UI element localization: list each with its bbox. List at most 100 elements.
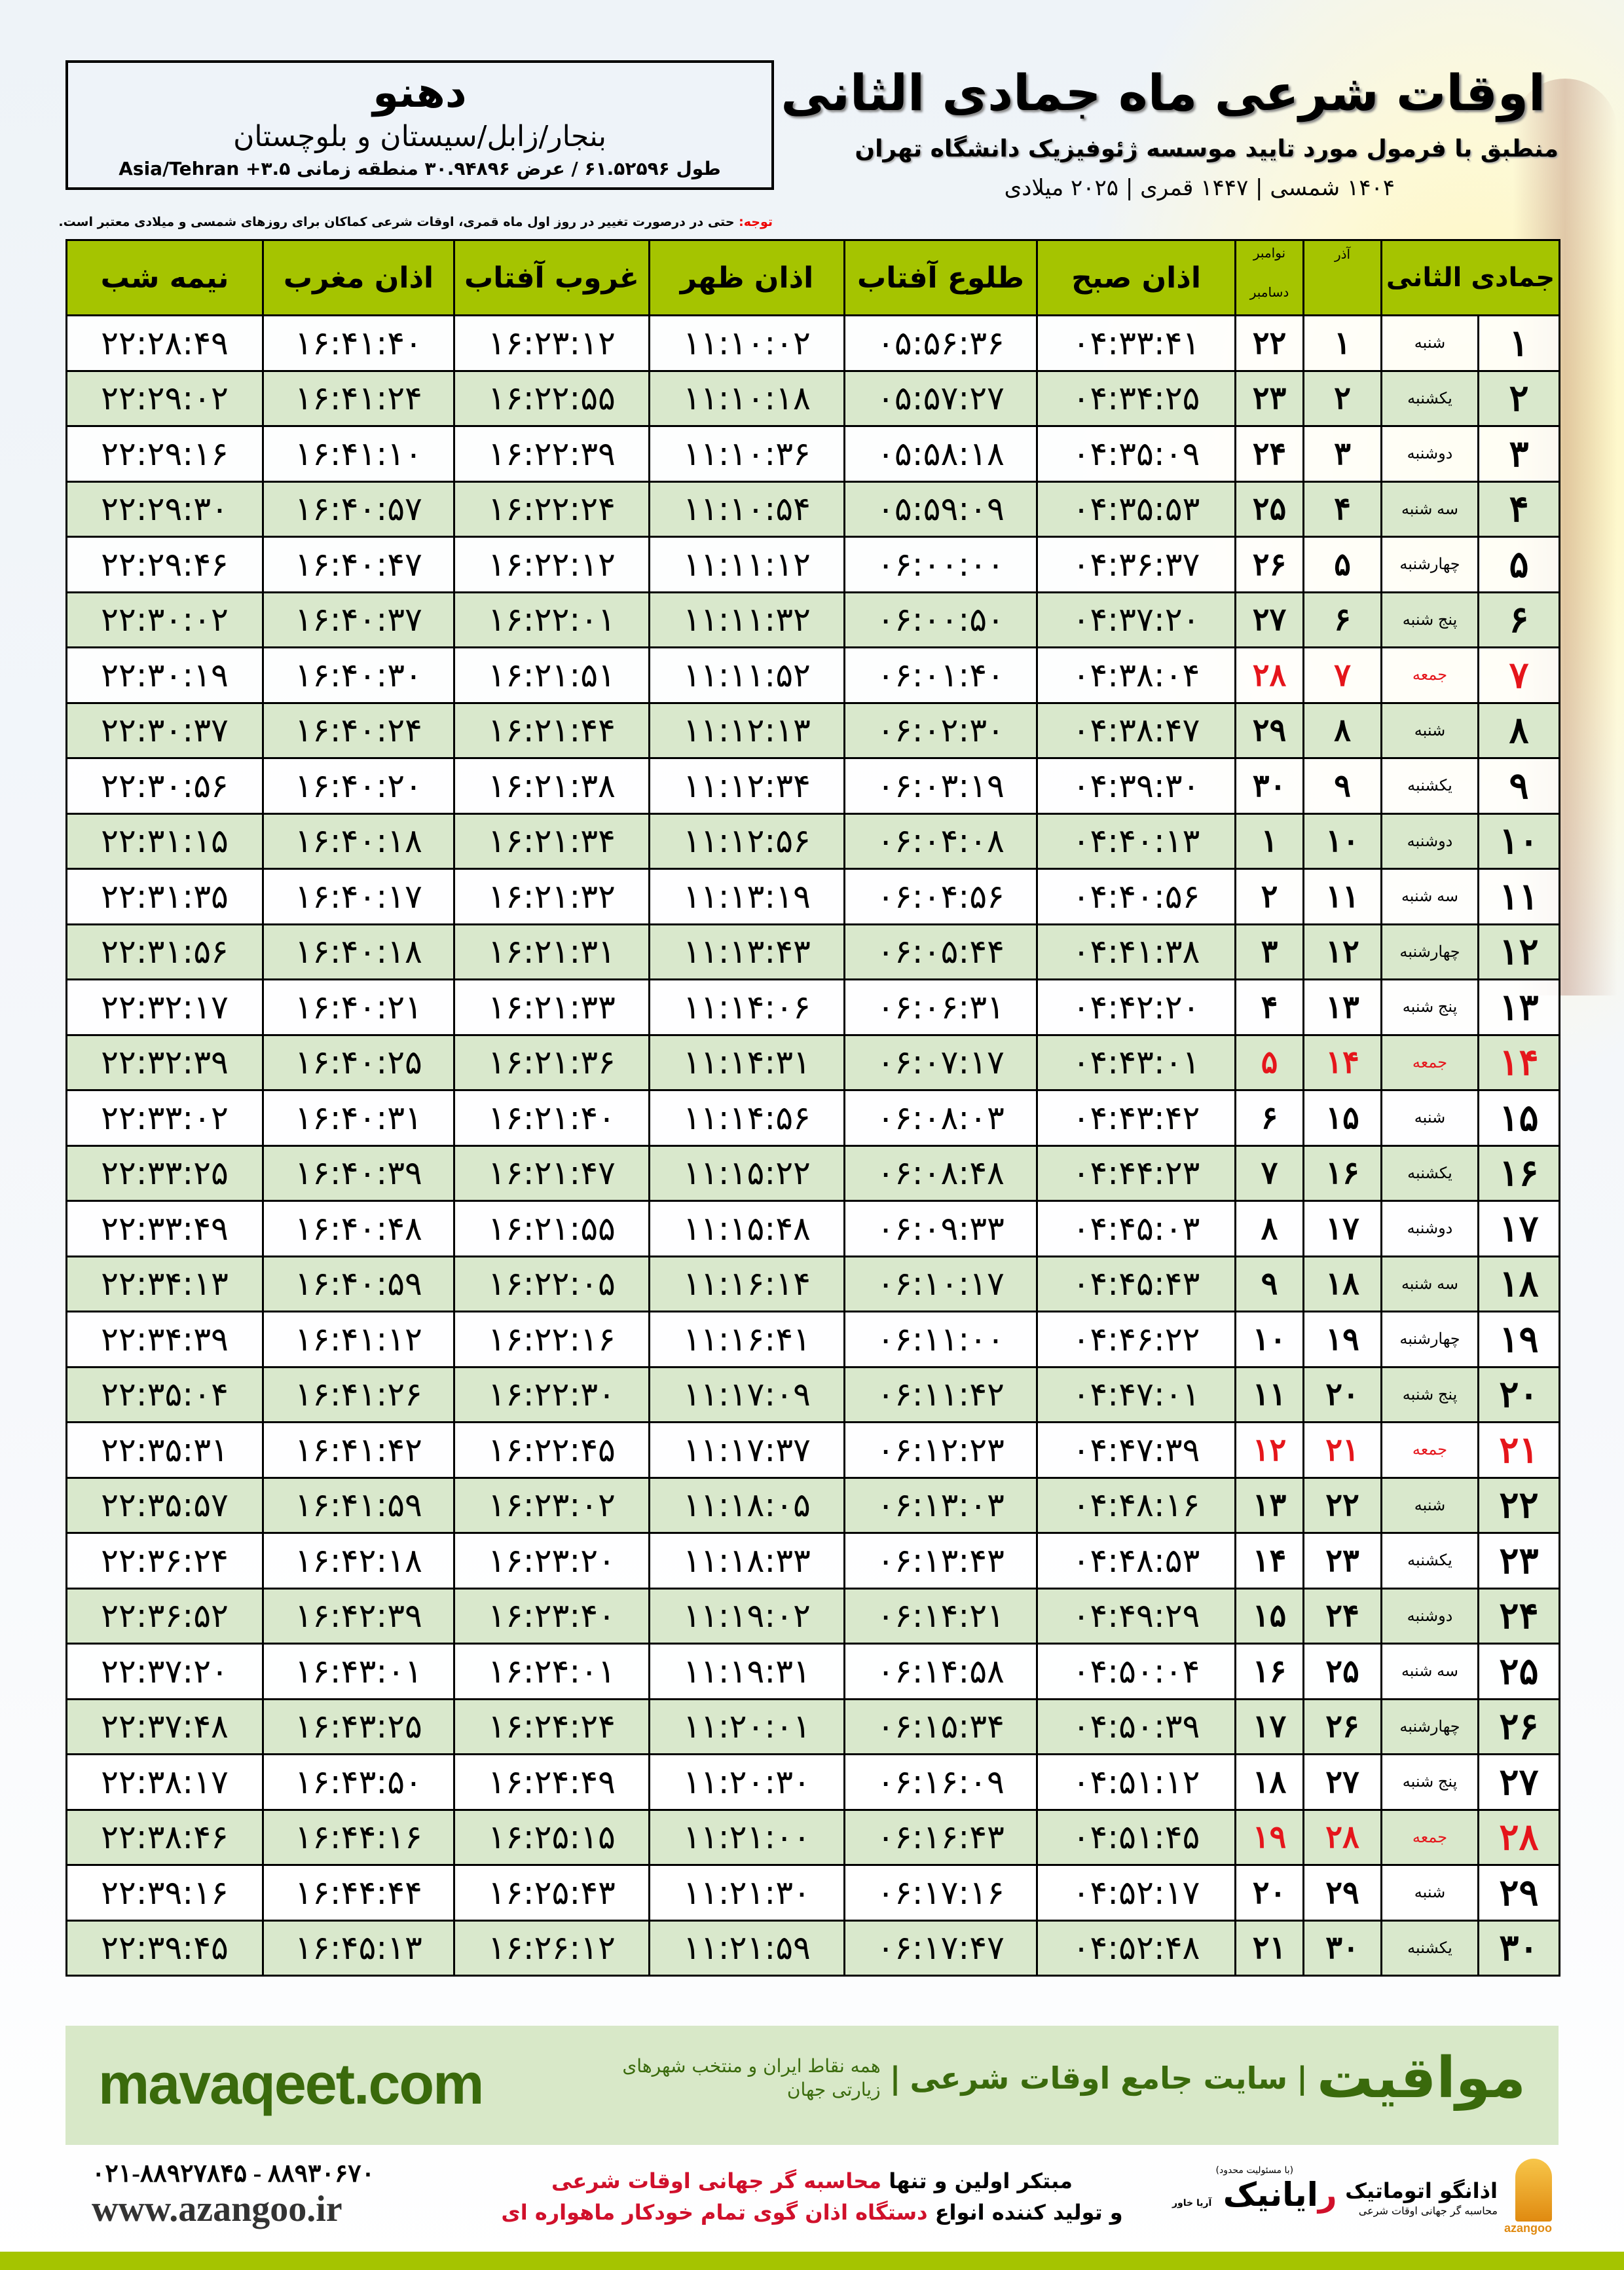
azar-day: ۱۷ bbox=[1302, 1200, 1382, 1257]
nimeshab-time: ۲۲:۲۹:۴۶ bbox=[65, 536, 264, 593]
ghorub-time: ۱۶:۲۲:۲۴ bbox=[453, 480, 650, 538]
sobh-time: ۰۴:۴۵:۴۳ bbox=[1036, 1255, 1236, 1312]
table-row: ۱۳ پنج شنبه ۱۳ ۴ ۰۴:۴۲:۲۰ ۰۶:۰۶:۳۱ ۱۱:۱۴:۰۶ ۱۶:… bbox=[65, 978, 1560, 1036]
nimeshab-time: ۲۲:۳۹:۱۶ bbox=[65, 1864, 264, 1922]
ghorub-time: ۱۶:۲۱:۴۷ bbox=[453, 1144, 650, 1202]
sobh-time: ۰۴:۳۷:۲۰ bbox=[1036, 591, 1236, 648]
maghreb-time: ۱۶:۴۰:۴۷ bbox=[262, 536, 455, 593]
zohr-time: ۱۱:۱۹:۳۱ bbox=[648, 1643, 845, 1700]
weekday: پنج شنبه bbox=[1380, 1366, 1479, 1423]
zohr-time: ۱۱:۱۸:۰۵ bbox=[648, 1476, 845, 1534]
sobh-time: ۰۴:۴۷:۰۱ bbox=[1036, 1366, 1236, 1423]
weekday: پنج شنبه bbox=[1380, 978, 1479, 1036]
zohr-time: ۱۱:۱۰:۰۲ bbox=[648, 314, 845, 372]
hijri-day: ۱۱ bbox=[1477, 868, 1560, 925]
weekday: سه شنبه bbox=[1380, 1255, 1479, 1312]
zohr-time: ۱۱:۱۳:۱۹ bbox=[648, 868, 845, 925]
gregorian-day: ۱۱ bbox=[1234, 1366, 1304, 1423]
maghreb-time: ۱۶:۴۳:۵۰ bbox=[262, 1753, 455, 1811]
zohr-time: ۱۱:۱۱:۳۲ bbox=[648, 591, 845, 648]
azar-day: ۱۳ bbox=[1302, 978, 1382, 1036]
azangoo-website[interactable]: www.azangoo.ir bbox=[92, 2189, 342, 2229]
weekday: جمعه bbox=[1380, 1808, 1479, 1866]
hijri-day: ۲۲ bbox=[1477, 1476, 1560, 1534]
azar-day: ۱ bbox=[1302, 314, 1382, 372]
gregorian-day: ۲۴ bbox=[1234, 425, 1304, 483]
azangoo-sub: محاسبه گر جهانی اوقات شرعی bbox=[1358, 2205, 1498, 2217]
hijri-day: ۹ bbox=[1477, 757, 1560, 815]
gregorian-day: ۱ bbox=[1234, 812, 1304, 870]
sponsor-tagline: مبتکر اولین و تنها محاسبه گر جهانی اوقات… bbox=[485, 2165, 1139, 2228]
zohr-time: ۱۱:۱۶:۴۱ bbox=[648, 1311, 845, 1368]
gregorian-day: ۲۱ bbox=[1234, 1919, 1304, 1977]
zohr-time: ۱۱:۱۲:۵۶ bbox=[648, 812, 845, 870]
gregorian-day: ۳۰ bbox=[1234, 757, 1304, 815]
hijri-day: ۱۸ bbox=[1477, 1255, 1560, 1312]
weekday: دوشنبه bbox=[1380, 1587, 1479, 1645]
azangoo-logo: azangoo اذانگو اتوماتیک محاسبه گر جهانی ا… bbox=[1345, 2159, 1552, 2235]
sobh-time: ۰۴:۴۸:۱۶ bbox=[1036, 1476, 1236, 1534]
weekday: چهارشنبه bbox=[1380, 1311, 1479, 1368]
header-hijri: جمادی الثانی bbox=[1380, 239, 1560, 316]
sobh-time: ۰۴:۳۵:۵۳ bbox=[1036, 480, 1236, 538]
gregorian-day: ۲۳ bbox=[1234, 369, 1304, 427]
azar-day: ۲۰ bbox=[1302, 1366, 1382, 1423]
maghreb-time: ۱۶:۴۰:۲۰ bbox=[262, 757, 455, 815]
rayanik-r: ر bbox=[1318, 2176, 1337, 2214]
zohr-time: ۱۱:۱۴:۰۶ bbox=[648, 978, 845, 1036]
zohr-time: ۱۱:۲۰:۳۰ bbox=[648, 1753, 845, 1811]
azar-day: ۷ bbox=[1302, 646, 1382, 704]
table-row: ۱۸ سه شنبه ۱۸ ۹ ۰۴:۴۵:۴۳ ۰۶:۱۰:۱۷ ۱۱:۱۶:۱۴ ۱۶:۲… bbox=[65, 1255, 1560, 1312]
maghreb-time: ۱۶:۴۴:۴۴ bbox=[262, 1864, 455, 1922]
mavaqeet-url[interactable]: mavaqeet.com bbox=[98, 2051, 484, 2116]
sobh-time: ۰۴:۴۳:۴۲ bbox=[1036, 1089, 1236, 1147]
table-row: ۹ یکشنبه ۹ ۳۰ ۰۴:۳۹:۳۰ ۰۶:۰۳:۱۹ ۱۱:۱۲:۳۴ ۱۶:۲۱:… bbox=[65, 757, 1560, 815]
sobh-time: ۰۴:۵۲:۴۸ bbox=[1036, 1919, 1236, 1977]
zohr-time: ۱۱:۱۷:۳۷ bbox=[648, 1421, 845, 1479]
weekday: چهارشنبه bbox=[1380, 536, 1479, 593]
nimeshab-time: ۲۲:۳۵:۵۷ bbox=[65, 1476, 264, 1534]
ghorub-time: ۱۶:۲۵:۴۳ bbox=[453, 1864, 650, 1922]
weekday: چهارشنبه bbox=[1380, 923, 1479, 980]
hijri-day: ۲۷ bbox=[1477, 1753, 1560, 1811]
ghorub-time: ۱۶:۲۴:۴۹ bbox=[453, 1753, 650, 1811]
maghreb-time: ۱۶:۴۰:۱۸ bbox=[262, 812, 455, 870]
maghreb-time: ۱۶:۴۰:۳۹ bbox=[262, 1144, 455, 1202]
gregorian-day: ۲۲ bbox=[1234, 314, 1304, 372]
hijri-day: ۲۵ bbox=[1477, 1643, 1560, 1700]
table-row: ۴ سه شنبه ۴ ۲۵ ۰۴:۳۵:۵۳ ۰۵:۵۹:۰۹ ۱۱:۱۰:۵۴ ۱۶:۲۲… bbox=[65, 480, 1560, 538]
weekday: یکشنبه bbox=[1380, 369, 1479, 427]
maghreb-time: ۱۶:۴۲:۱۸ bbox=[262, 1532, 455, 1590]
table-row: ۲۱ جمعه ۲۱ ۱۲ ۰۴:۴۷:۳۹ ۰۶:۱۲:۲۳ ۱۱:۱۷:۳۷ ۱۶:۲۲:… bbox=[65, 1421, 1560, 1479]
nimeshab-time: ۲۲:۳۳:۴۹ bbox=[65, 1200, 264, 1257]
nimeshab-time: ۲۲:۳۱:۱۵ bbox=[65, 812, 264, 870]
zohr-time: ۱۱:۱۷:۰۹ bbox=[648, 1366, 845, 1423]
ghorub-time: ۱۶:۲۲:۳۰ bbox=[453, 1366, 650, 1423]
nimeshab-time: ۲۲:۳۶:۵۲ bbox=[65, 1587, 264, 1645]
table-row: ۲۵ سه شنبه ۲۵ ۱۶ ۰۴:۵۰:۰۴ ۰۶:۱۴:۵۸ ۱۱:۱۹:۳۱ ۱۶:… bbox=[65, 1643, 1560, 1700]
zohr-time: ۱۱:۲۱:۰۰ bbox=[648, 1808, 845, 1866]
gregorian-day: ۲۵ bbox=[1234, 480, 1304, 538]
tolu-time: ۰۶:۰۵:۴۴ bbox=[843, 923, 1038, 980]
header-zohr: اذان ظهر bbox=[648, 239, 845, 316]
azangoo-latin: azangoo bbox=[1504, 2222, 1552, 2235]
hijri-day: ۱۴ bbox=[1477, 1033, 1560, 1091]
tolu-time: ۰۶:۰۳:۱۹ bbox=[843, 757, 1038, 815]
tolu-time: ۰۶:۱۶:۴۳ bbox=[843, 1808, 1038, 1866]
nimeshab-time: ۲۲:۳۹:۴۵ bbox=[65, 1919, 264, 1977]
sobh-time: ۰۴:۴۳:۰۱ bbox=[1036, 1033, 1236, 1091]
table-row: ۲۶ چهارشنبه ۲۶ ۱۷ ۰۴:۵۰:۳۹ ۰۶:۱۵:۳۴ ۱۱:۲۰:۰۱ ۱۶… bbox=[65, 1698, 1560, 1755]
brand-tagline: سایت جامع اوقات شرعی bbox=[910, 2060, 1288, 2096]
table-row: ۲۲ شنبه ۲۲ ۱۳ ۰۴:۴۸:۱۶ ۰۶:۱۳:۰۳ ۱۱:۱۸:۰۵ ۱۶:۲۳:… bbox=[65, 1476, 1560, 1534]
maghreb-time: ۱۶:۴۱:۱۲ bbox=[262, 1311, 455, 1368]
table-row: ۱۷ دوشنبه ۱۷ ۸ ۰۴:۴۵:۰۳ ۰۶:۰۹:۳۳ ۱۱:۱۵:۴۸ ۱۶:۲۱… bbox=[65, 1200, 1560, 1257]
sobh-time: ۰۴:۴۱:۳۸ bbox=[1036, 923, 1236, 980]
table-row: ۷ جمعه ۷ ۲۸ ۰۴:۳۸:۰۴ ۰۶:۰۱:۴۰ ۱۱:۱۱:۵۲ ۱۶:۲۱:۵۱… bbox=[65, 646, 1560, 704]
weekday: پنج شنبه bbox=[1380, 1753, 1479, 1811]
hijri-day: ۲۱ bbox=[1477, 1421, 1560, 1479]
ghorub-time: ۱۶:۲۱:۳۲ bbox=[453, 868, 650, 925]
zohr-time: ۱۱:۱۰:۵۴ bbox=[648, 480, 845, 538]
maghreb-time: ۱۶:۴۰:۴۸ bbox=[262, 1200, 455, 1257]
maghreb-time: ۱۶:۴۰:۵۹ bbox=[262, 1255, 455, 1312]
city-name: دهنو bbox=[373, 69, 467, 117]
